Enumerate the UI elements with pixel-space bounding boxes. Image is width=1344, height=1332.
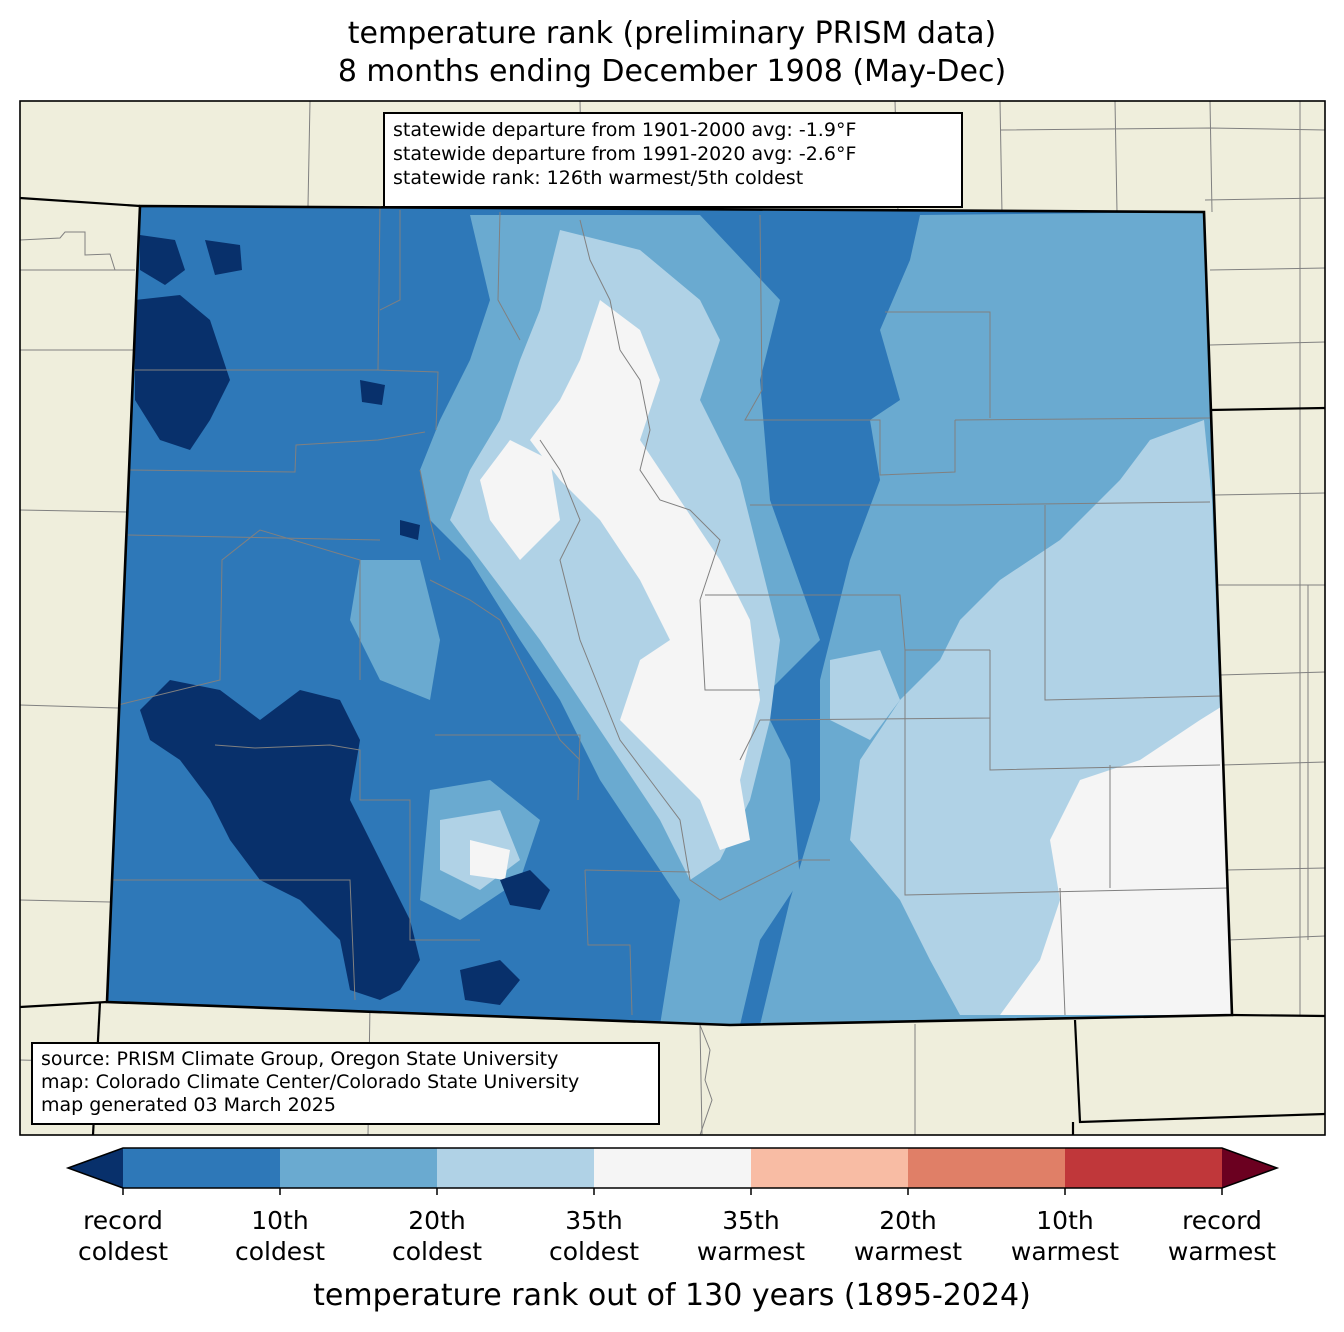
colorbar-tick-label: 10th warmest bbox=[1010, 1206, 1120, 1266]
colorbar-segment bbox=[280, 1148, 438, 1188]
colorbar-segment bbox=[437, 1148, 595, 1188]
stats-departure-1901-2000: statewide departure from 1901-2000 avg: … bbox=[393, 119, 857, 141]
colorbar-tick-label: 20th coldest bbox=[391, 1206, 483, 1266]
colorbar-segment bbox=[1065, 1148, 1223, 1188]
colorbar-tick-label: 10th coldest bbox=[234, 1206, 326, 1266]
colorbar-label: temperature rank out of 130 years (1895-… bbox=[313, 1278, 1031, 1313]
map-title-line2: 8 months ending December 1908 (May-Dec) bbox=[337, 54, 1007, 89]
colorbar-tick-label: 20th warmest bbox=[853, 1206, 963, 1266]
colorado-rank-fill bbox=[107, 206, 1232, 1025]
colorbar-extend-right bbox=[1222, 1148, 1277, 1188]
neighbor-county-lines bbox=[20, 101, 1325, 1135]
colorbar-segment bbox=[123, 1148, 281, 1188]
colorbar-tick-label: 35th coldest bbox=[548, 1206, 640, 1266]
stats-departure-1991-2020: statewide departure from 1991-2020 avg: … bbox=[393, 143, 857, 165]
colorbar-extend-left bbox=[68, 1148, 123, 1188]
colorado-border bbox=[105, 204, 1234, 1027]
source-credit-box: source: PRISM Climate Group, Oregon Stat… bbox=[31, 1042, 660, 1125]
statewide-stats-box: statewide departure from 1901-2000 avg: … bbox=[383, 112, 963, 208]
colorado-county-lines bbox=[112, 206, 1229, 1016]
colorbar bbox=[65, 1147, 1280, 1195]
map-title-line1: temperature rank (preliminary PRISM data… bbox=[347, 16, 997, 51]
colorbar-tick-label: record warmest bbox=[1167, 1206, 1277, 1266]
colorbar-tick-label: 35th warmest bbox=[696, 1206, 806, 1266]
stats-statewide-rank: statewide rank: 126th warmest/5th coldes… bbox=[393, 167, 804, 189]
colorbar-segment bbox=[594, 1148, 752, 1188]
map-credit-line: map: Colorado Climate Center/Colorado St… bbox=[41, 1071, 580, 1093]
colorbar-segment bbox=[908, 1148, 1066, 1188]
generated-date-line: map generated 03 March 2025 bbox=[41, 1094, 336, 1116]
source-line: source: PRISM Climate Group, Oregon Stat… bbox=[41, 1048, 559, 1070]
colorbar-segment bbox=[751, 1148, 909, 1188]
colorbar-tick-label: record coldest bbox=[77, 1206, 169, 1266]
